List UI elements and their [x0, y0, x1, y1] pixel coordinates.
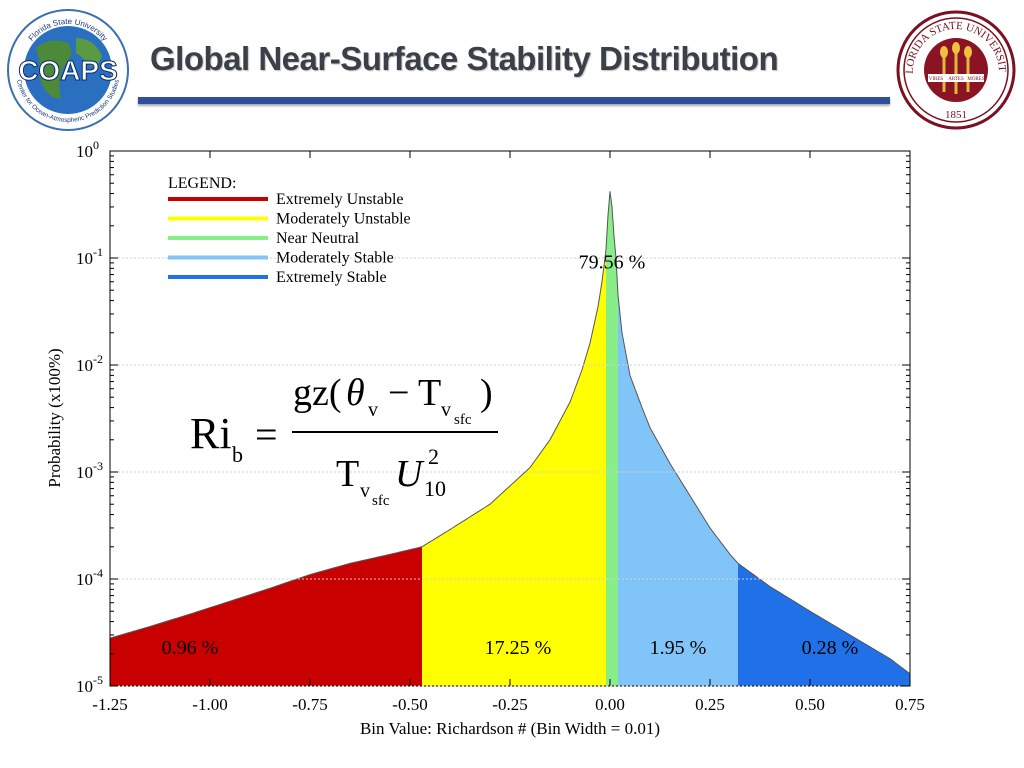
y-tick-label: 100 — [76, 138, 99, 161]
formula-minus: − — [388, 372, 409, 414]
y-tick-label: 10-4 — [76, 566, 103, 589]
formula-t: T — [418, 372, 441, 414]
x-tick-label: -0.50 — [392, 695, 427, 714]
x-axis-label: Bin Value: Richardson # (Bin Width = 0.0… — [360, 719, 660, 738]
fsu-seal: VIRES ARTES MORES FLORIDA STATE UNIVERSI… — [891, 0, 1017, 137]
seal-banner-text: MORES — [967, 77, 984, 82]
distribution-curve — [109, 191, 911, 675]
coaps-logo: COAPS Florida State University Center fo… — [6, 8, 130, 137]
formula-den-u: U — [395, 453, 425, 495]
formula-lhs-sub: b — [232, 442, 243, 467]
formula-lhs: Ri — [190, 409, 232, 458]
formula-t-sub: v — [441, 399, 451, 421]
region-percent-label: 0.96 % — [162, 637, 219, 659]
y-tick-label: 10-2 — [76, 352, 103, 375]
legend-label: Moderately Stable — [276, 250, 394, 267]
formula-den-t: T — [336, 453, 359, 495]
formula-num-suffix: ) — [480, 372, 493, 414]
seal-year: 1851 — [945, 109, 967, 121]
formula-num-prefix: gz( — [293, 372, 342, 414]
x-tick-label: 0.75 — [895, 695, 925, 714]
x-tick-label: -0.75 — [292, 695, 327, 714]
legend-title: LEGEND: — [168, 175, 236, 192]
x-tick-label: -0.25 — [492, 695, 527, 714]
y-tick-label: 10-1 — [76, 245, 103, 268]
formula-theta: θ — [346, 372, 365, 414]
formula-equals: = — [255, 412, 278, 457]
formula-den-t-sub: v — [360, 480, 370, 502]
flame-icon — [940, 42, 972, 58]
seal-banner — [928, 74, 984, 82]
legend-label: Extremely Stable — [276, 269, 387, 286]
region-percent-label: 0.28 % — [802, 637, 859, 659]
legend-label: Near Neutral — [276, 230, 360, 247]
region-moderately-stable — [618, 295, 738, 686]
coaps-abbrev: COAPS — [18, 55, 118, 86]
formula-den-u-sup: 2 — [428, 444, 439, 469]
region-extremely-unstable — [110, 546, 422, 686]
formula-den-t-subsub: sfc — [372, 493, 390, 509]
formula-den-u-sub: 10 — [424, 476, 446, 501]
formula-t-subsub: sfc — [454, 412, 472, 428]
x-tick-label: 0.25 — [695, 695, 725, 714]
y-tick-label: 10-5 — [76, 673, 103, 696]
y-tick-label: 10-3 — [76, 459, 103, 482]
legend: LEGEND: Extremely Unstable Moderately Uns… — [168, 175, 411, 286]
x-tick-label: -1.00 — [192, 695, 227, 714]
curve-layer — [109, 191, 911, 675]
seal-banner-text: VIRES — [929, 77, 944, 82]
x-tick-label: 0.50 — [795, 695, 825, 714]
region-extremely-stable — [738, 563, 910, 686]
formula-theta-sub: v — [368, 399, 378, 421]
region-percent-label: 79.56 % — [579, 251, 646, 273]
region-near-neutral — [606, 191, 618, 686]
page-title: Global Near-Surface Stability Distributi… — [150, 40, 779, 77]
regions — [110, 191, 910, 686]
x-tick-label: 0.00 — [595, 695, 625, 714]
richardson-formula: Ri b = gz( θ v − T v sfc ) T v sfc U 10 … — [190, 372, 498, 509]
y-axis-label: Probability (x100%) — [45, 348, 64, 487]
legend-label: Moderately Unstable — [276, 211, 411, 228]
axes: -1.25 -1.00 -0.75 -0.50 -0.25 0.00 0.25 0.50 0.7… — [76, 138, 925, 714]
region-labels: 0.96 % 17.25 % 79.56 % 1.95 % 0.28 % — [162, 251, 859, 658]
region-moderately-unstable — [422, 249, 606, 686]
legend-label: Extremely Unstable — [276, 191, 404, 208]
globe-land-icon — [36, 40, 72, 99]
region-percent-label: 17.25 % — [485, 637, 552, 659]
seal-banner-text: ARTES — [948, 77, 964, 82]
title-divider — [138, 97, 890, 104]
region-percent-label: 1.95 % — [650, 637, 707, 659]
globe-land-icon — [76, 38, 102, 67]
x-tick-label: -1.25 — [92, 695, 127, 714]
